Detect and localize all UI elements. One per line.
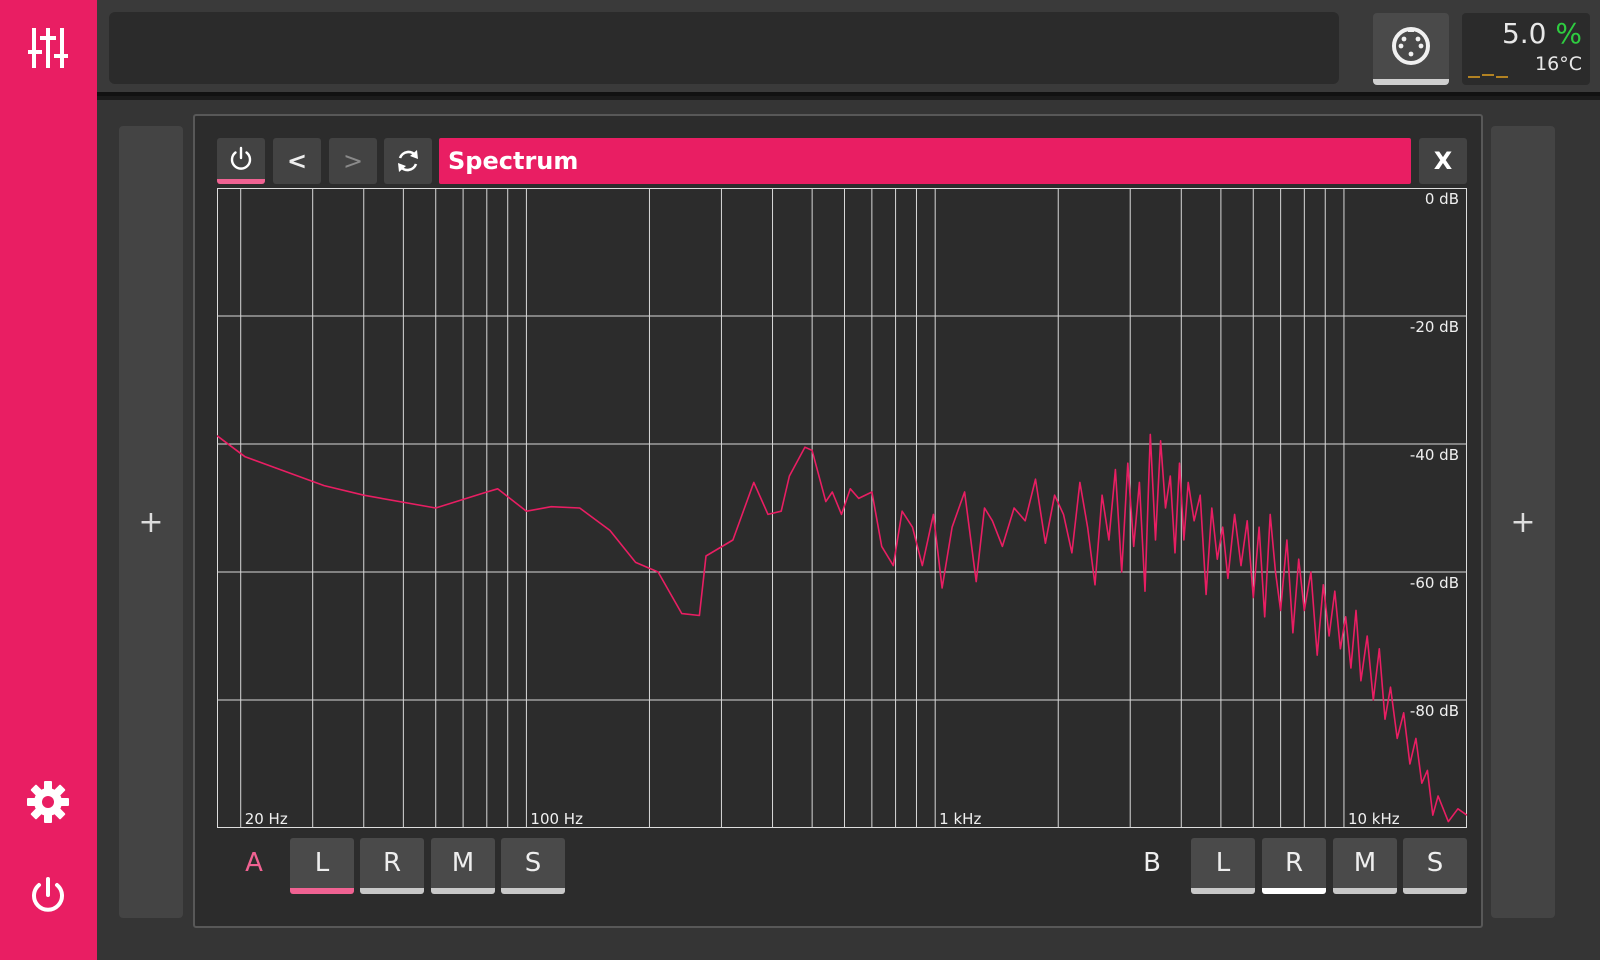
channel-b-r-button[interactable]: R: [1262, 838, 1326, 894]
gear-icon[interactable]: [24, 778, 72, 826]
spectrum-line: [216, 433, 1468, 823]
x-tick-label: 10 kHz: [1348, 810, 1400, 828]
cpu-load: 5.0 %: [1501, 17, 1582, 50]
reload-button[interactable]: [384, 138, 432, 184]
channel-a-l-button[interactable]: L: [290, 838, 354, 894]
spectrum-plugin-panel: < > Spectrum X 0 dB -20 dB -40 dB -60 dB -80…: [193, 114, 1483, 928]
y-tick-label: -20 dB: [1410, 318, 1459, 336]
power-icon: [230, 146, 252, 170]
x-tick-label: 100 Hz: [530, 810, 583, 828]
midi-button[interactable]: [1373, 13, 1449, 85]
y-tick-label: -60 dB: [1410, 574, 1459, 592]
spectrum-chart: 0 dB -20 dB -40 dB -60 dB -80 dB 20 Hz 100 Hz 1…: [216, 188, 1468, 828]
channel-a-r-button[interactable]: R: [360, 838, 424, 894]
status-display: [109, 12, 1339, 84]
spectrum-chart-svg: 0 dB -20 dB -40 dB -60 dB -80 dB 20 Hz 100 Hz 1…: [216, 188, 1468, 828]
channel-a-m-button[interactable]: M: [431, 838, 495, 894]
top-bar: 5.0 % 16°C: [97, 0, 1600, 96]
next-preset-button[interactable]: >: [329, 138, 377, 184]
cpu-temperature: 16°C: [1535, 53, 1582, 75]
plugin-title: Spectrum: [439, 138, 1411, 184]
channel-b-s-button[interactable]: S: [1403, 838, 1467, 894]
midi-din-icon: [1392, 27, 1430, 65]
y-tick-label: 0 dB: [1425, 190, 1459, 208]
sliders-icon[interactable]: [24, 24, 72, 72]
cpu-history-bars: [1468, 74, 1508, 78]
y-tick-label: -40 dB: [1410, 446, 1459, 464]
add-plugin-right-button[interactable]: +: [1491, 126, 1555, 918]
channel-b-l-button[interactable]: L: [1191, 838, 1255, 894]
x-tick-label: 20 Hz: [245, 810, 288, 828]
plugin-power-button[interactable]: [217, 138, 265, 184]
close-plugin-button[interactable]: X: [1419, 138, 1467, 184]
chart-frame: [217, 188, 1467, 828]
cpu-monitor: 5.0 % 16°C: [1462, 13, 1590, 85]
add-plugin-left-button[interactable]: +: [119, 126, 183, 918]
channel-a-s-button[interactable]: S: [501, 838, 565, 894]
power-icon[interactable]: [24, 872, 72, 920]
sidebar: [0, 0, 97, 960]
channel-b-label: B: [1143, 848, 1161, 878]
refresh-icon: [398, 150, 418, 172]
prev-preset-button[interactable]: <: [273, 138, 321, 184]
main-content: + + < > Spectrum X 0 dB -20 dB -40 dB -60 d…: [97, 100, 1600, 960]
x-tick-label: 1 kHz: [939, 810, 981, 828]
channel-a-label: A: [245, 848, 263, 878]
y-tick-label: -80 dB: [1410, 702, 1459, 720]
channel-b-m-button[interactable]: M: [1333, 838, 1397, 894]
